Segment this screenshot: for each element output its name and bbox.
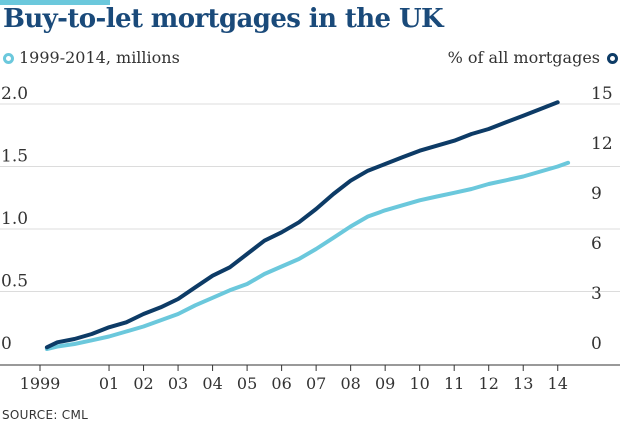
legend-label-percent: % of all mortgages xyxy=(447,48,600,67)
legend-label-millions: 1999-2014, millions xyxy=(19,48,180,67)
y-right-tick-label: 6 xyxy=(591,234,602,254)
y-left-tick-label: 0 xyxy=(1,334,12,354)
legend-marker-millions xyxy=(3,53,14,64)
legend-right: % of all mortgages xyxy=(448,48,618,67)
x-tick-label: 04 xyxy=(202,374,222,393)
y-left-tick-label: 1.5 xyxy=(1,147,28,167)
y-axis-right: 0 3 6 9 12 15 xyxy=(591,84,613,354)
x-tick-label: 14 xyxy=(548,374,568,393)
y-left-tick-label: 0.5 xyxy=(1,272,28,292)
legend-marker-percent xyxy=(607,53,618,64)
x-tick-label: 10 xyxy=(409,374,429,393)
x-tick-label: 1999 xyxy=(20,374,61,393)
x-tick-label: 03 xyxy=(168,374,188,393)
accent-bar xyxy=(0,0,110,5)
y-left-tick-label: 1.0 xyxy=(1,209,28,229)
x-tick-label: 08 xyxy=(340,374,360,393)
grid-lines xyxy=(0,103,620,292)
y-right-tick-label: 12 xyxy=(591,134,613,154)
x-tick-label: 09 xyxy=(375,374,395,393)
y-right-tick-label: 15 xyxy=(591,84,613,104)
y-right-tick-label: 0 xyxy=(591,334,602,354)
source-note: SOURCE: CML xyxy=(2,408,89,422)
series-line-millions xyxy=(44,160,571,351)
x-tick-label: 02 xyxy=(133,374,153,393)
x-tick-label: 11 xyxy=(444,374,464,393)
x-tick-label: 12 xyxy=(479,374,499,393)
y-left-tick-label: 2.0 xyxy=(1,84,28,104)
series-lines xyxy=(44,100,571,351)
y-right-tick-label: 3 xyxy=(591,284,602,304)
y-axis-left: 0 0.5 1.0 1.5 2.0 xyxy=(1,84,28,354)
x-tick-label: 13 xyxy=(513,374,533,393)
x-axis: 1999 01 02 03 04 05 06 07 08 09 10 11 12 13 14 xyxy=(0,364,620,393)
x-tick-label: 05 xyxy=(237,374,257,393)
y-right-tick-label: 9 xyxy=(591,184,602,204)
chart-title: Buy-to-let mortgages in the UK xyxy=(3,4,444,34)
legend-left: 1999-2014, millions xyxy=(3,48,180,67)
x-tick-label: 07 xyxy=(306,374,326,393)
x-tick-label: 01 xyxy=(99,374,119,393)
series-line-percent xyxy=(44,100,560,350)
x-tick-label: 06 xyxy=(271,374,291,393)
